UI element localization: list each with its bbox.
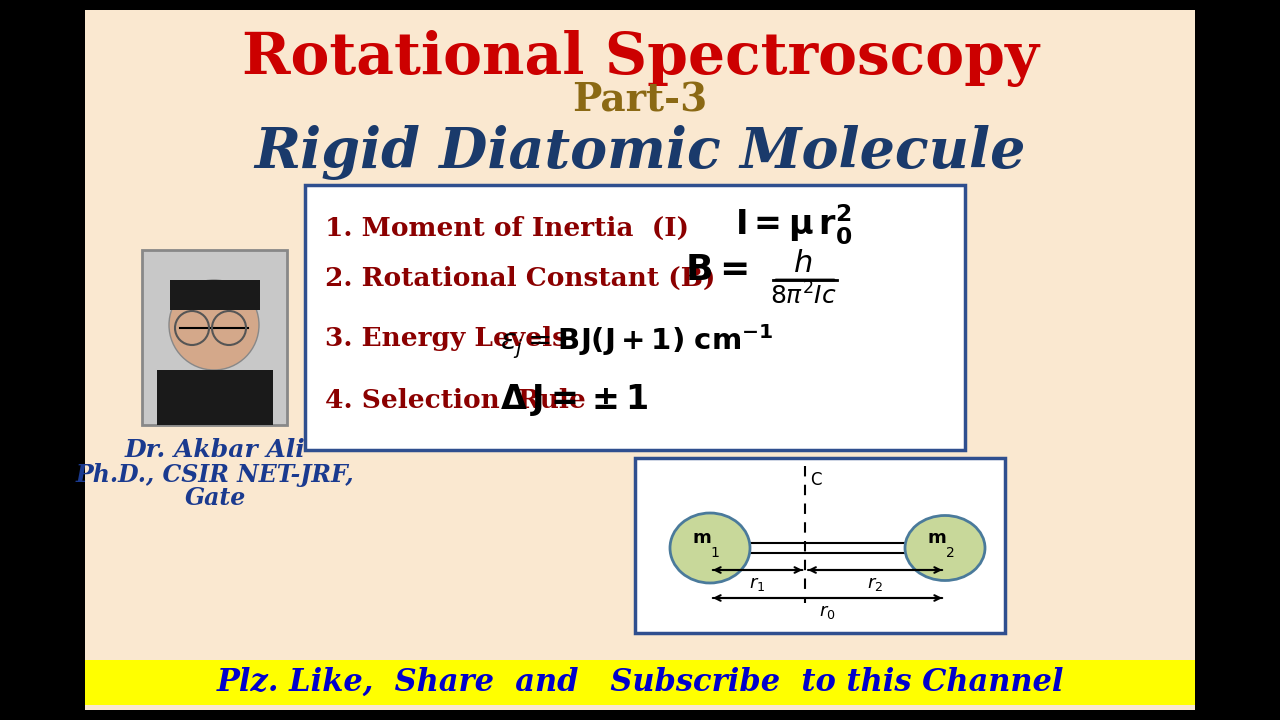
Text: 3. Energy Levels: 3. Energy Levels: [325, 325, 567, 351]
Circle shape: [169, 280, 259, 370]
Ellipse shape: [669, 513, 750, 583]
Text: $\varepsilon_j = \mathbf{BJ(J+1)\ cm^{-1}}$: $\varepsilon_j = \mathbf{BJ(J+1)\ cm^{-1…: [500, 323, 773, 361]
Bar: [84, 10, 1196, 710]
Text: 4. Selection  Rule: 4. Selection Rule: [325, 387, 586, 413]
Bar: [84, 660, 1196, 705]
Text: $r_2$: $r_2$: [867, 575, 883, 593]
Bar: [142, 250, 287, 425]
Text: $\mathbf{\Delta\, J = \pm 1}$: $\mathbf{\Delta\, J = \pm 1}$: [500, 382, 649, 418]
Text: m: m: [692, 529, 712, 547]
Bar: [170, 280, 260, 310]
Bar: [305, 185, 965, 450]
Ellipse shape: [905, 516, 986, 580]
Text: 1. Moment of Inertia  (I): 1. Moment of Inertia (I): [325, 215, 689, 240]
Bar: [157, 370, 273, 425]
Text: C: C: [810, 471, 822, 489]
Text: $r_0$: $r_0$: [819, 603, 836, 621]
Text: $8\pi^2 Ic$: $8\pi^2 Ic$: [769, 282, 836, 310]
Text: Ph.D., CSIR NET-JRF,: Ph.D., CSIR NET-JRF,: [76, 463, 355, 487]
Text: 2. Rotational Constant (B): 2. Rotational Constant (B): [325, 266, 716, 290]
Text: Rigid Diatomic Molecule: Rigid Diatomic Molecule: [255, 125, 1025, 179]
Text: $r_1$: $r_1$: [750, 575, 765, 593]
Text: 2: 2: [946, 546, 955, 560]
Text: Dr. Akbar Ali: Dr. Akbar Ali: [124, 438, 306, 462]
Text: $\mathbf{B = }$: $\mathbf{B = }$: [685, 253, 748, 287]
Text: $\mathit{h}$: $\mathit{h}$: [794, 248, 813, 277]
Text: Rotational Spectroscopy: Rotational Spectroscopy: [242, 30, 1038, 86]
Bar: [635, 458, 1005, 633]
Text: $\mathbf{I = \mu\, r_0^2}$: $\mathbf{I = \mu\, r_0^2}$: [735, 203, 852, 247]
Text: Gate: Gate: [184, 486, 246, 510]
Text: Part-3: Part-3: [572, 81, 708, 119]
Text: 1: 1: [710, 546, 719, 560]
Text: Plz. Like,  Share  and   Subscribe  to this Channel: Plz. Like, Share and Subscribe to this C…: [216, 667, 1064, 698]
Text: m: m: [928, 529, 946, 547]
